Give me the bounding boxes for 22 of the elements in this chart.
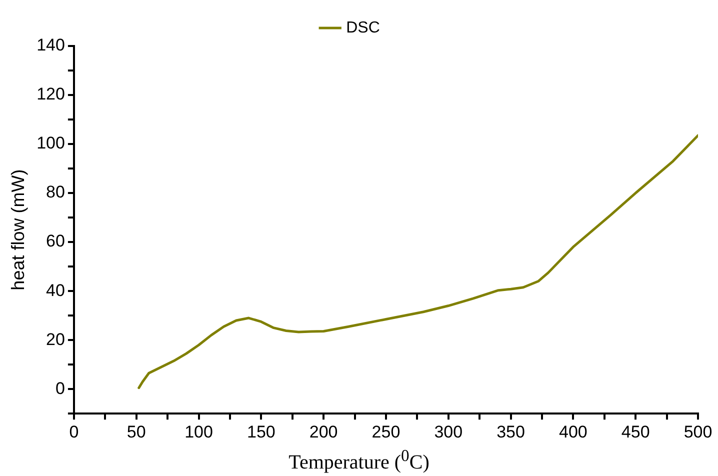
y-tick-label: 80 — [46, 182, 65, 202]
x-tick-label: 450 — [621, 422, 650, 442]
x-tick-label: 250 — [372, 422, 400, 442]
y-tick-label: 140 — [36, 36, 65, 55]
x-tick-label: 50 — [126, 422, 146, 442]
x-tick-label: 200 — [309, 422, 338, 442]
legend-label: DSC — [346, 19, 380, 36]
x-tick-label: 300 — [434, 422, 463, 442]
x-axis-title: Temperature ($^{0}$C) — [288, 446, 430, 475]
y-axis-title: heat flow (mW) — [8, 169, 28, 290]
y-tick-label: 120 — [36, 84, 65, 104]
x-tick-label: 350 — [496, 422, 525, 442]
x-tick-label: 150 — [246, 422, 276, 442]
y-tick-label: 20 — [46, 330, 65, 349]
y-tick-label: 100 — [36, 134, 65, 153]
x-tick-label: 400 — [559, 422, 588, 442]
x-tick-label: 0 — [69, 422, 79, 442]
y-tick-label: 0 — [55, 378, 65, 398]
y-tick-label: 60 — [46, 232, 65, 251]
y-tick-label: 40 — [46, 280, 65, 300]
x-tick-label: 100 — [184, 422, 213, 442]
x-tick-label: 500 — [684, 422, 712, 442]
